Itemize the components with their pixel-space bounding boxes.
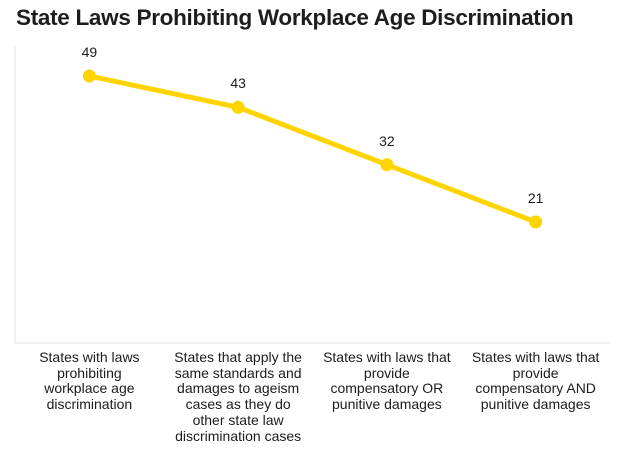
category-label: States that apply the same standards and… <box>174 349 302 444</box>
category-label: States with laws that provide compensato… <box>471 349 600 413</box>
chart-title: State Laws Prohibiting Workplace Age Dis… <box>16 5 574 30</box>
category-label: States with laws prohibiting workplace a… <box>39 349 140 413</box>
data-points <box>82 69 543 229</box>
point-value-label: 21 <box>527 190 544 206</box>
data-point-marker <box>529 215 543 229</box>
point-value-label: 49 <box>81 44 98 60</box>
data-point-marker <box>82 69 96 83</box>
category-label: States with laws that provide compensato… <box>323 349 451 413</box>
line-series <box>86 73 539 225</box>
data-point-marker <box>380 158 394 172</box>
data-point-marker <box>231 100 245 114</box>
point-value-label: 43 <box>230 75 246 92</box>
point-value-label: 32 <box>379 132 395 149</box>
